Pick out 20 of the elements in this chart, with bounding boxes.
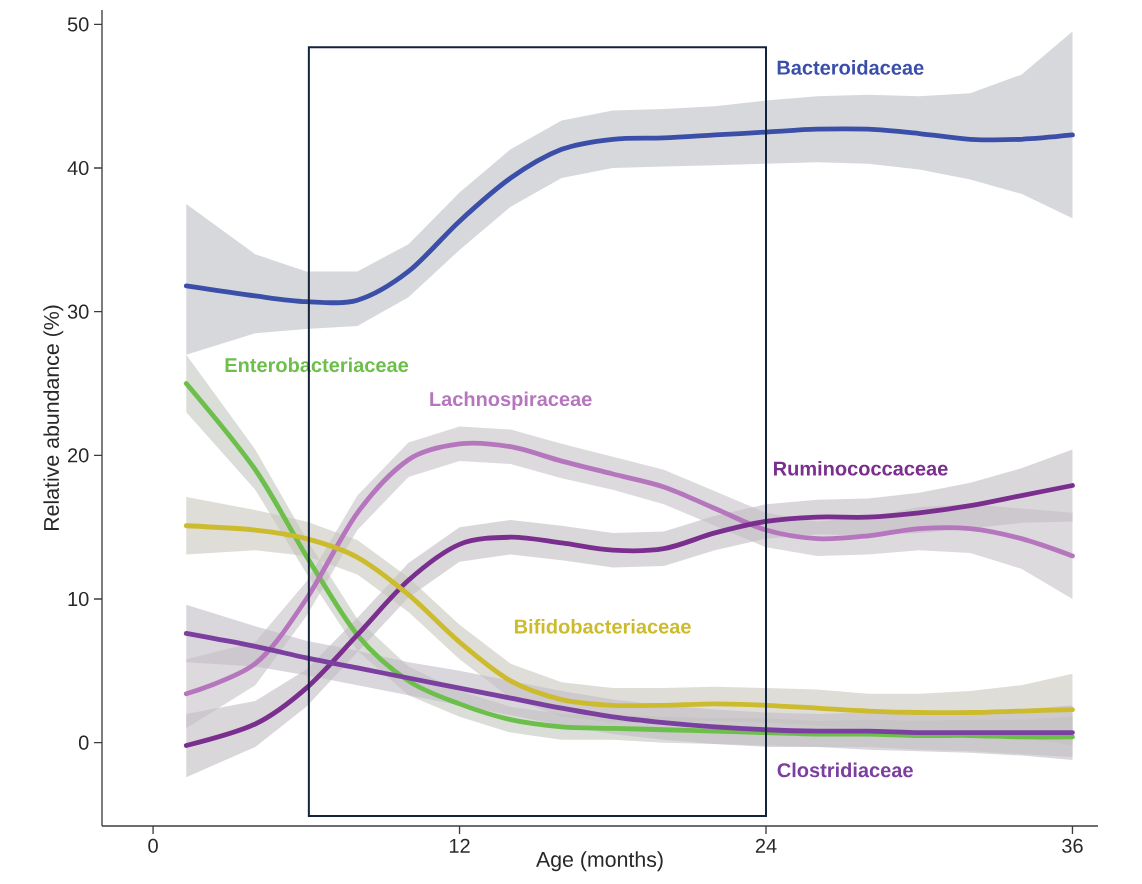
line-series	[183, 440, 1075, 697]
line-series	[183, 523, 1075, 716]
x-tick-label: 24	[755, 838, 777, 853]
y-axis-title: Relative abundance (%)	[43, 305, 64, 531]
x-tick-label: 0	[148, 838, 158, 853]
y-tick-label: 10	[68, 591, 89, 607]
series-label: Clostridiaceae	[777, 762, 913, 778]
x-tick-label: 36	[1062, 838, 1083, 853]
x-tick-label: 12	[449, 838, 470, 853]
y-tick-label: 0	[78, 735, 89, 750]
y-tick-label: 30	[67, 304, 89, 319]
x-axis-title: Age (months)	[536, 851, 663, 872]
text: Bacteroidaceae	[777, 60, 924, 75]
y-tick-label: 50	[67, 17, 89, 32]
text: Bifidobacteriaceae	[514, 618, 691, 634]
y-tick-label: 40	[67, 160, 89, 176]
series-label: Lachnospiraceae	[430, 391, 592, 411]
y-tick-label: 20	[68, 448, 89, 463]
series-label: Ruminococcaceae	[774, 460, 948, 476]
line-series	[183, 126, 1075, 306]
